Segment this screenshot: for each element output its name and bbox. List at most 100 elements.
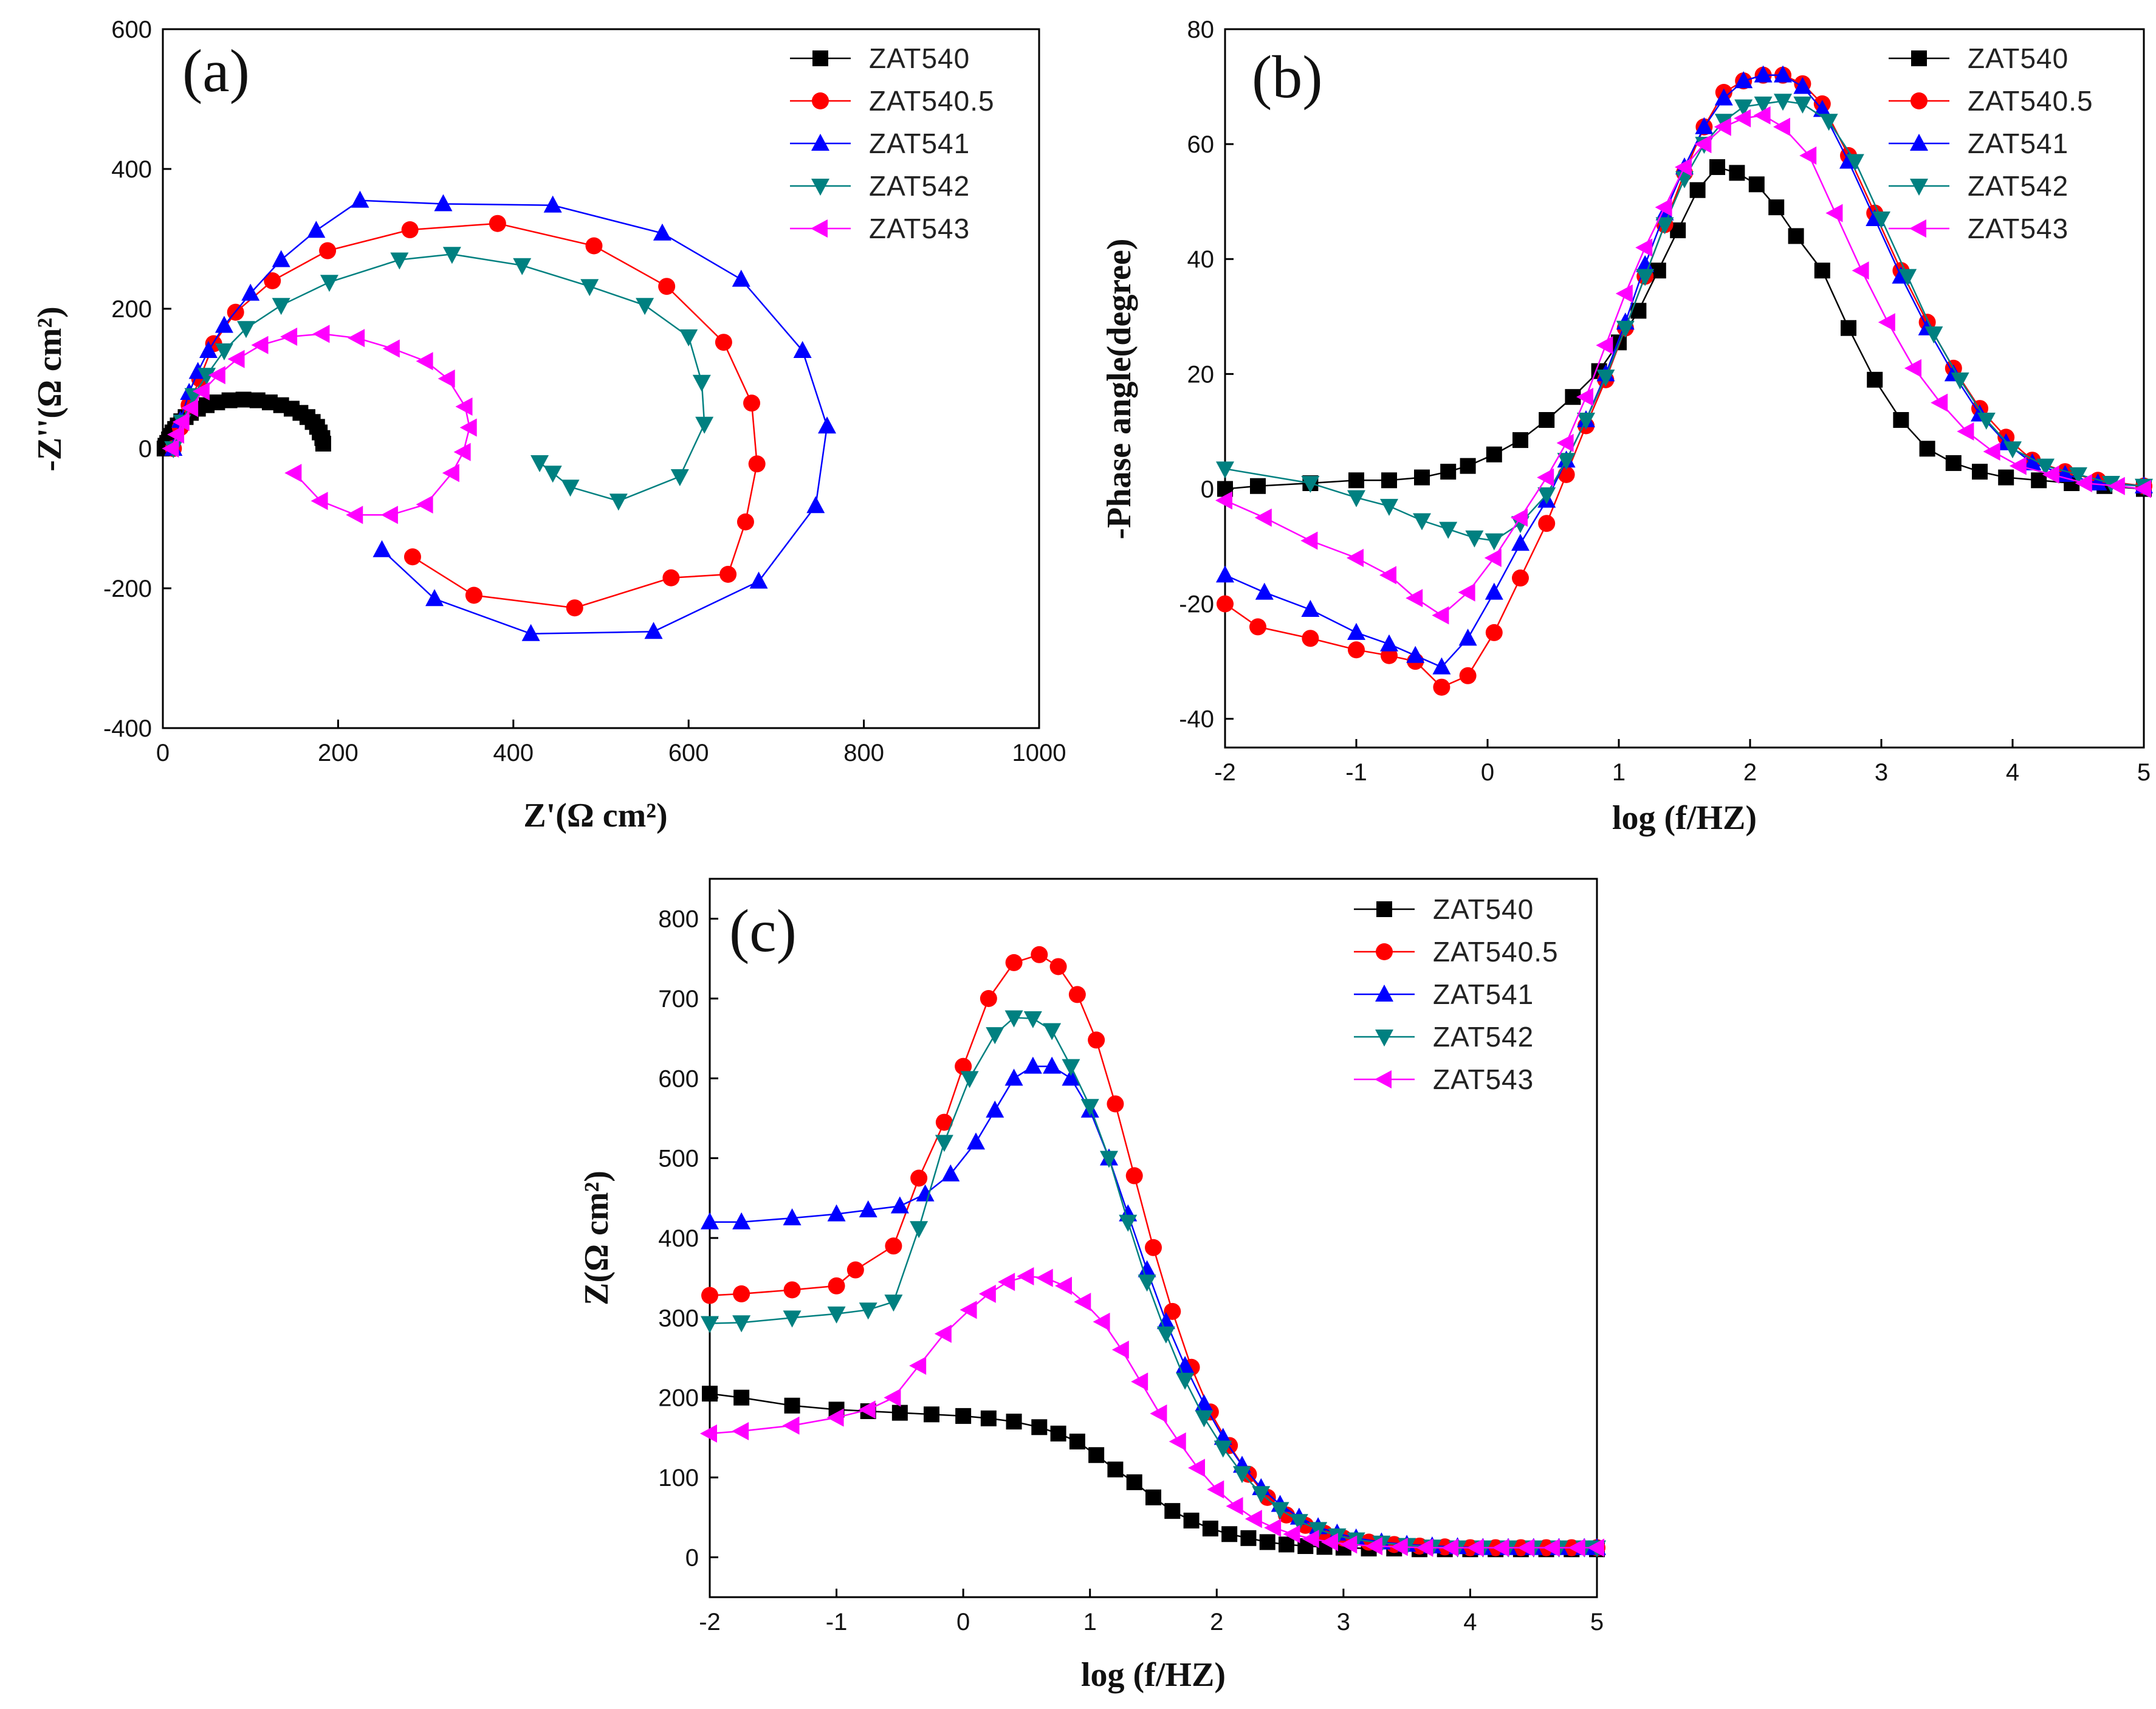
- data-point: [1951, 372, 1969, 390]
- data-point: [1233, 1466, 1251, 1484]
- data-point: [924, 1406, 939, 1423]
- data-point: [1615, 284, 1633, 303]
- data-point: [653, 223, 671, 241]
- data-point: [1484, 548, 1502, 567]
- y-tick-label: 40: [1187, 246, 1215, 273]
- data-point: [1249, 618, 1266, 636]
- legend-marker: [1375, 1030, 1393, 1047]
- y-tick-label: 600: [111, 16, 152, 43]
- data-point: [1131, 1372, 1148, 1391]
- panel-c-tag: (c): [729, 897, 797, 965]
- y-tick-label: 0: [685, 1544, 699, 1571]
- data-point: [181, 399, 199, 418]
- legend-entry: ZAT543: [1354, 1064, 1533, 1095]
- data-point: [700, 1424, 717, 1443]
- data-point: [1214, 1440, 1232, 1458]
- data-point: [1537, 468, 1554, 487]
- data-point: [858, 1400, 876, 1419]
- data-point: [2134, 480, 2151, 498]
- data-point: [1279, 1536, 1294, 1553]
- data-point: [890, 1196, 909, 1214]
- data-point: [2056, 464, 2075, 482]
- data-point: [1485, 582, 1503, 600]
- data-point: [1814, 263, 1830, 279]
- data-point: [1004, 1010, 1023, 1028]
- legend-label: ZAT543: [1968, 213, 2068, 244]
- legend-marker: [812, 50, 828, 66]
- data-point: [1630, 303, 1647, 319]
- data-point: [1825, 204, 1843, 222]
- data-point: [1379, 566, 1396, 585]
- data-point: [1695, 117, 1714, 134]
- legend-entry: ZAT541: [1889, 128, 2068, 159]
- x-tick-label: 0: [1481, 759, 1494, 786]
- data-point: [2075, 474, 2092, 493]
- data-point: [1145, 1489, 1161, 1505]
- data-point: [401, 221, 419, 239]
- data-point: [1543, 1538, 1560, 1557]
- data-point: [1538, 515, 1556, 532]
- data-point: [980, 990, 997, 1007]
- x-tick-label: 4: [2006, 759, 2019, 786]
- data-point: [416, 352, 433, 371]
- data-point: [1636, 255, 1655, 272]
- y-tick-label: 100: [658, 1465, 699, 1491]
- data-point: [453, 442, 471, 461]
- data-point: [1458, 628, 1477, 646]
- data-point: [1301, 600, 1320, 617]
- data-point: [1050, 1425, 1066, 1442]
- data-point: [1675, 157, 1692, 176]
- data-point: [1240, 1530, 1257, 1546]
- data-point: [955, 1057, 972, 1075]
- data-point: [1164, 1503, 1181, 1519]
- data-point: [2069, 467, 2087, 484]
- panel-b-plot-frame: [1224, 28, 2145, 749]
- x-tick-label: 200: [318, 740, 359, 766]
- data-point: [986, 1027, 1004, 1045]
- data-point: [1845, 154, 1864, 171]
- panel-a-legend: ZAT540 ZAT540.5 ZAT541 ZAT542 ZAT543: [790, 43, 994, 244]
- legend-entry: ZAT543: [790, 213, 969, 244]
- data-point: [1596, 336, 1613, 355]
- data-point: [1919, 441, 1935, 457]
- series-zat540-5: [165, 215, 766, 617]
- data-point: [1852, 261, 1869, 280]
- data-point: [1302, 630, 1319, 647]
- data-point: [465, 586, 482, 604]
- data-point: [215, 315, 233, 333]
- data-point: [1111, 1340, 1129, 1359]
- data-point: [644, 622, 663, 639]
- legend-entry: ZAT540: [1889, 43, 2068, 74]
- data-point: [1517, 1538, 1535, 1557]
- data-point: [1049, 958, 1067, 975]
- data-point: [1556, 433, 1574, 452]
- data-point: [280, 328, 298, 346]
- legend-marker: [1911, 50, 1927, 66]
- legend-marker: [812, 92, 829, 109]
- legend-marker: [1376, 901, 1392, 917]
- x-tick-label: 4: [1463, 1609, 1477, 1635]
- data-point: [1460, 458, 1476, 474]
- legend-label: ZAT542: [1433, 1021, 1534, 1053]
- data-point: [1347, 548, 1364, 567]
- data-point: [1380, 634, 1398, 652]
- data-point: [1169, 1432, 1186, 1451]
- data-point: [284, 464, 302, 483]
- data-point: [1893, 412, 1909, 428]
- data-point: [312, 325, 330, 343]
- y-tick-label: 700: [658, 986, 699, 1013]
- data-point: [1107, 1461, 1124, 1477]
- data-point: [251, 335, 269, 354]
- y-tick-label: -400: [103, 715, 152, 742]
- data-point: [1062, 1059, 1080, 1076]
- data-point: [1577, 413, 1595, 430]
- data-point: [967, 1132, 985, 1150]
- data-point: [978, 1284, 996, 1303]
- panel-a-ticks: 0 200 400 600 800 1000 -400 -200 0 200 400 600: [103, 16, 1066, 766]
- x-tick-label: 0: [956, 1609, 970, 1635]
- data-point: [1164, 1302, 1181, 1320]
- data-point: [1017, 1267, 1034, 1286]
- y-tick-label: 0: [1201, 476, 1214, 503]
- data-point: [1568, 1538, 1585, 1557]
